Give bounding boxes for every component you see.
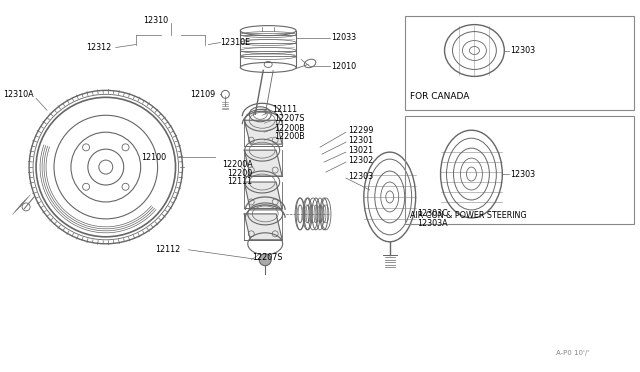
Text: 12301: 12301 xyxy=(348,136,373,145)
Text: 12033: 12033 xyxy=(331,33,356,42)
Text: 12310A: 12310A xyxy=(3,90,34,99)
Text: 12112: 12112 xyxy=(156,245,181,254)
Text: 12109: 12109 xyxy=(191,90,216,99)
Bar xyxy=(404,116,634,224)
Text: FOR CANADA: FOR CANADA xyxy=(410,92,469,101)
Circle shape xyxy=(259,254,271,266)
Text: A-P0 10'/': A-P0 10'/' xyxy=(556,350,589,356)
Text: 12111: 12111 xyxy=(227,177,252,186)
Text: 12111: 12111 xyxy=(272,105,298,114)
Text: 12010: 12010 xyxy=(331,62,356,71)
Polygon shape xyxy=(244,150,282,176)
Text: 12303: 12303 xyxy=(348,171,373,180)
Text: 12303: 12303 xyxy=(510,46,536,55)
Text: 12200A: 12200A xyxy=(222,160,253,169)
Text: AIR CON & POWER STEERING: AIR CON & POWER STEERING xyxy=(410,211,526,220)
Text: 12100: 12100 xyxy=(141,153,166,161)
Text: 12303A: 12303A xyxy=(418,219,448,228)
Text: 13021: 13021 xyxy=(348,145,373,155)
Polygon shape xyxy=(244,120,282,144)
Text: 12299: 12299 xyxy=(348,126,373,135)
Text: 12200B: 12200B xyxy=(274,132,305,141)
Polygon shape xyxy=(244,182,282,210)
Bar xyxy=(404,16,634,110)
Text: 12310: 12310 xyxy=(143,16,168,25)
Polygon shape xyxy=(244,214,282,240)
Text: 12200: 12200 xyxy=(227,169,253,177)
Text: 12303C: 12303C xyxy=(418,209,449,218)
Text: 12310E: 12310E xyxy=(220,38,250,47)
Text: 12207S: 12207S xyxy=(252,253,283,262)
Text: 12200B: 12200B xyxy=(274,124,305,133)
Text: 12207S: 12207S xyxy=(274,114,305,123)
Text: 12302: 12302 xyxy=(348,155,373,164)
Text: 12303: 12303 xyxy=(510,170,536,179)
Text: 12312: 12312 xyxy=(86,43,111,52)
